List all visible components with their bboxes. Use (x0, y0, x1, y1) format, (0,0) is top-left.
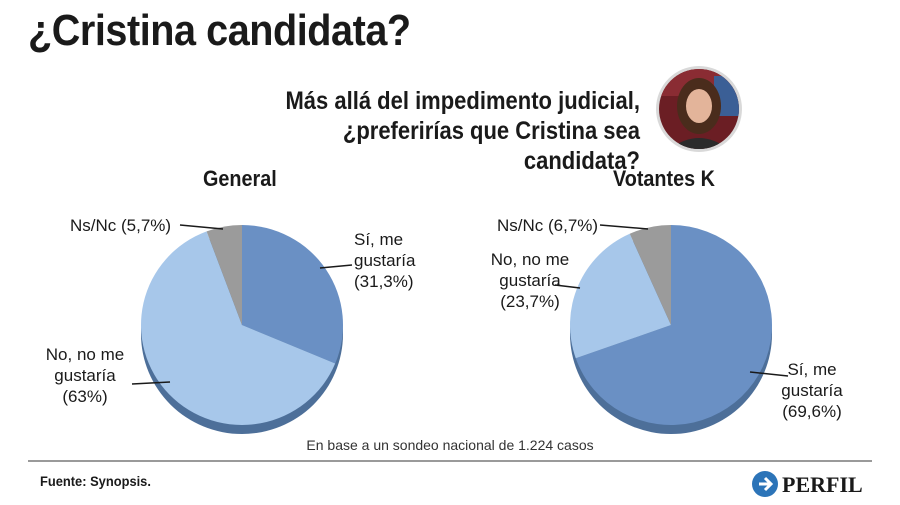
slice-label-line: gustaría (499, 271, 561, 290)
slice-label: Ns/Nc (6,7%) (497, 216, 598, 235)
source-note: Fuente: Synopsis. (40, 473, 151, 489)
slice-label-line: No, no me (491, 250, 569, 269)
survey-question: Más allá del impedimento judicial, ¿pref… (262, 86, 640, 176)
slice-label: Ns/Nc (5,7%) (70, 216, 171, 235)
slice-label-line: (63%) (62, 387, 107, 406)
pie-slice-s-me-gustar-a (242, 225, 343, 364)
question-line-1: Más allá del impedimento judicial, (285, 87, 640, 115)
slice-label-line: (31,3%) (354, 272, 414, 291)
slice-label-line: gustaría (781, 381, 843, 400)
slice-label: Sí, me gustaría (69,6%) (781, 360, 843, 421)
pie-slice-s-me-gustar-a (575, 225, 772, 425)
chart-main-title: ¿Cristina candidata? (28, 6, 411, 55)
label-leader-line (599, 224, 649, 230)
slice-label-line: Ns/Nc (5,7%) (70, 216, 171, 235)
slice-label-line: Ns/Nc (6,7%) (497, 216, 598, 235)
slice-label-line: gustaría (354, 251, 416, 270)
slice-label-line: Sí, me (787, 360, 836, 379)
pie-slice-ns-nc (629, 225, 671, 325)
perfil-logo: PERFIL (752, 471, 863, 497)
question-line-2: ¿preferirías que Cristina sea candidata? (342, 117, 640, 175)
slice-label-line: Sí, me (354, 230, 403, 249)
pie-chart-general: Sí, me gustaría (31,3%) No, no me gustaría (6… (46, 216, 416, 434)
chart-title-general: General (203, 166, 277, 191)
slice-label-line: (23,7%) (500, 292, 560, 311)
pie-slice-ns-nc (206, 225, 242, 325)
slice-label: Sí, me gustaría (31,3%) (354, 230, 416, 291)
slice-label-line: (69,6%) (782, 402, 842, 421)
slice-label-line: gustaría (54, 366, 116, 385)
label-leader-line (749, 371, 789, 377)
footnote: En base a un sondeo nacional de 1.224 ca… (306, 437, 594, 453)
pie-chart-votantes-k: Sí, me gustaría (69,6%) No, no me gustaría (2… (491, 216, 843, 434)
slice-label: No, no me gustaría (23,7%) (491, 250, 569, 311)
slice-label: No, no me gustaría (63%) (46, 345, 124, 406)
slice-label-line: No, no me (46, 345, 124, 364)
cristina-portrait-photo (656, 66, 742, 152)
chart-title-votantes-k: Votantes K (613, 166, 715, 191)
label-leader-line (319, 264, 353, 269)
pie-slice-no-no-me-gustar-a (141, 231, 336, 425)
perfil-logo-text: PERFIL (782, 472, 863, 497)
label-leader-line (179, 224, 224, 230)
label-leader-line (554, 284, 581, 289)
divider-line (28, 460, 872, 462)
pie-slice-no-no-me-gustar-a (570, 233, 671, 359)
label-leader-line (131, 381, 171, 385)
